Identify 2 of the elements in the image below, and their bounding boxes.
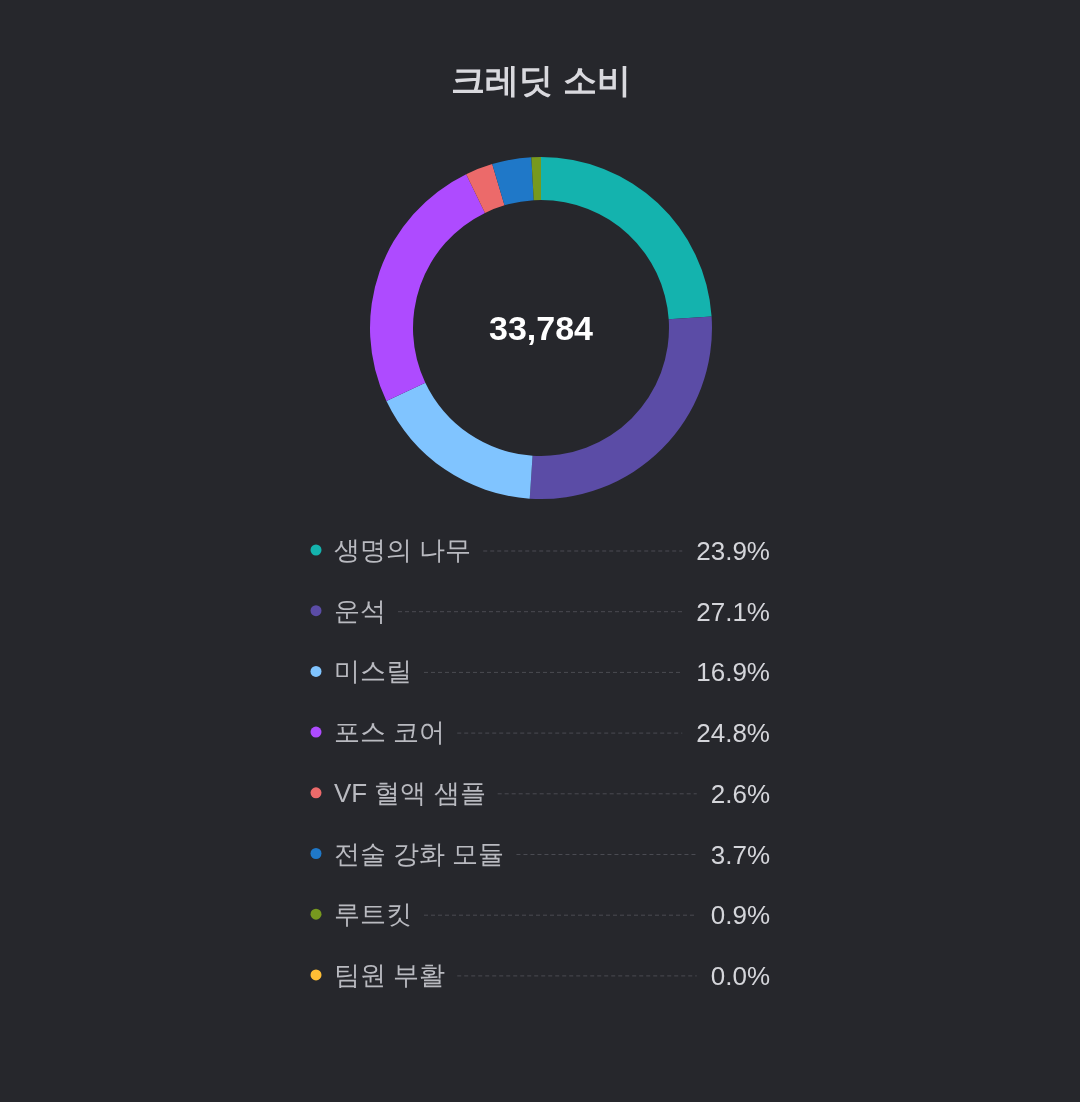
title: 크레딧 소비 [451, 61, 631, 99]
annotation: 33,784 [489, 309, 593, 347]
